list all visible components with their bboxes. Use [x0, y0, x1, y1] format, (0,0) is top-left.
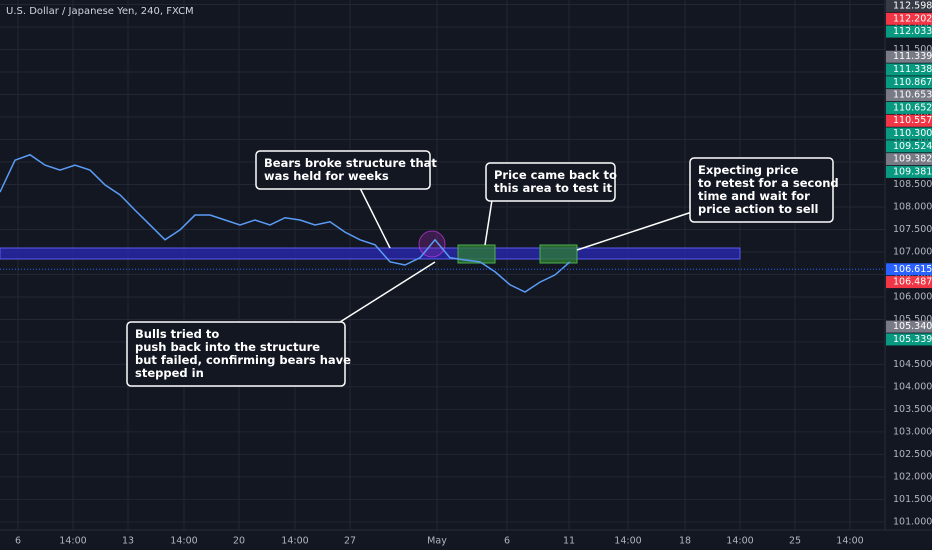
price-label-bg	[886, 114, 932, 127]
x-tick-label: 14:00	[59, 536, 86, 547]
callout-text: stepped in	[135, 366, 204, 380]
x-tick-label: 14:00	[614, 536, 641, 547]
y-tick-label: 107.500	[893, 224, 932, 235]
callout-text: time and wait for	[698, 189, 810, 203]
callout-text: Bulls tried to	[135, 327, 219, 341]
callout-text: was held for weeks	[264, 169, 389, 183]
price-label-bg	[886, 333, 932, 346]
price-label-bg	[886, 25, 932, 38]
price-label: 109.382	[893, 154, 932, 165]
callout-text: Expecting price	[698, 163, 799, 177]
x-tick-label: 18	[679, 536, 691, 547]
callout-pointer	[359, 187, 391, 249]
price-label-bg	[886, 320, 932, 333]
price-label: 111.339	[893, 51, 932, 62]
x-tick-label: 13	[122, 536, 134, 547]
price-label-bg	[886, 127, 932, 140]
retest-box	[539, 244, 578, 264]
price-label-bg	[886, 50, 932, 63]
callout-text: price action to sell	[698, 202, 819, 216]
price-label: 106.615	[893, 264, 932, 275]
callout-box	[689, 157, 834, 223]
price-label-bg	[886, 0, 932, 12]
price-label: 110.300	[893, 128, 932, 139]
callout-text: but failed, confirming bears have	[135, 353, 351, 367]
price-label-bg	[886, 165, 932, 178]
price-label-bg	[886, 153, 932, 166]
structure-zone	[0, 247, 741, 260]
price-series	[0, 153, 885, 293]
y-tick-label: 111.500	[893, 44, 932, 55]
y-tick-label: 106.000	[893, 291, 932, 302]
y-tick-label: 104.000	[893, 381, 932, 392]
price-label: 110.652	[893, 102, 932, 113]
callout-text: to retest for a second	[698, 176, 839, 190]
price-label-bg	[886, 140, 932, 153]
x-tick-label: May	[427, 536, 447, 547]
callout-pointer	[576, 211, 693, 251]
price-axis: 101.000 101.500 102.000 102.500 103.000 103.5…	[15, 0, 932, 547]
retest-box	[457, 244, 496, 264]
y-tick-label: 102.000	[893, 471, 932, 482]
y-tick-label: 103.500	[893, 404, 932, 415]
callout-box	[255, 150, 431, 190]
x-tick-label: 6	[504, 536, 510, 547]
y-tick-label: 108.000	[893, 201, 932, 212]
price-label: 105.339	[893, 334, 932, 345]
price-label: 109.524	[893, 141, 932, 152]
price-label-bg	[886, 263, 932, 276]
y-tick-label: 105.500	[893, 314, 932, 325]
callout-text: this area to test it	[494, 181, 612, 195]
price-label: 110.653	[893, 90, 932, 101]
price-label-bg	[886, 276, 932, 289]
x-tick-label: 6	[15, 536, 21, 547]
price-label-bg	[886, 63, 932, 76]
y-tick-label: 107.000	[893, 246, 932, 257]
price-label: 112.598	[893, 1, 932, 12]
callout-text: Price came back to	[494, 168, 617, 182]
price-line	[0, 153, 571, 293]
y-tick-label: 102.500	[893, 449, 932, 460]
price-label: 110.867	[893, 77, 932, 88]
price-label-bg	[886, 76, 932, 89]
y-tick-label: 103.000	[893, 426, 932, 437]
price-label: 110.557	[893, 115, 932, 126]
x-tick-label: 27	[344, 536, 356, 547]
price-label-bg	[886, 12, 932, 25]
x-tick-label: 14:00	[726, 536, 753, 547]
callout-text: push back into the structure	[135, 340, 320, 354]
y-tick-label: 108.500	[893, 179, 932, 190]
price-label: 106.487	[893, 277, 932, 288]
price-label: 105.340	[893, 321, 932, 332]
symbol-title: U.S. Dollar / Japanese Yen, 240, FXCM	[6, 6, 194, 17]
y-tick-label: 104.500	[893, 359, 932, 370]
callout-box	[485, 162, 616, 202]
callout-pointer	[339, 261, 436, 323]
price-label: 111.338	[893, 64, 932, 75]
x-tick-label: 14:00	[170, 536, 197, 547]
callout-pointer	[484, 199, 493, 246]
callout-box	[126, 321, 346, 387]
callout-text: Bears broke structure that	[264, 156, 437, 170]
x-tick-label: 25	[789, 536, 801, 547]
x-tick-label: 20	[233, 536, 245, 547]
price-label-bg	[886, 101, 932, 114]
x-tick-label: 14:00	[836, 536, 863, 547]
price-label-bg	[886, 89, 932, 102]
y-tick-label: 101.000	[893, 516, 932, 527]
price-label: 109.381	[893, 166, 932, 177]
y-tick-label: 101.500	[893, 494, 932, 505]
price-label: 112.033	[893, 26, 932, 37]
x-tick-label: 14:00	[281, 536, 308, 547]
price-label: 112.202	[893, 13, 932, 24]
x-tick-label: 11	[563, 536, 575, 547]
